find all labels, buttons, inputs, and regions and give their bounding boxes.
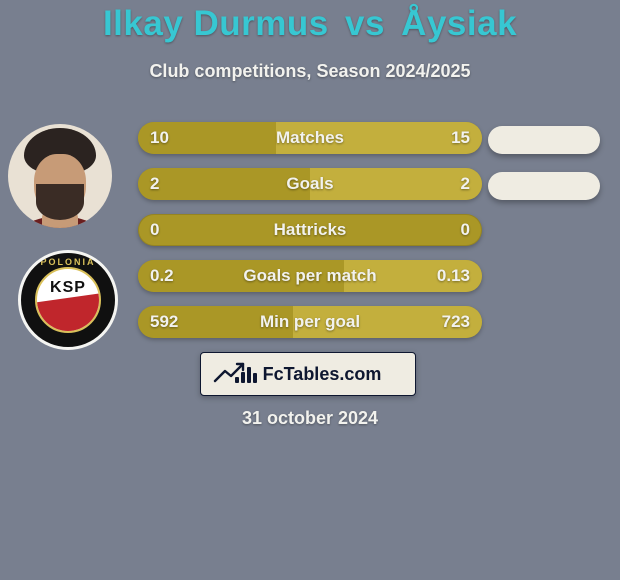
page-title: Ilkay Durmus vs Åysiak [0,4,620,44]
subtitle: Club competitions, Season 2024/2025 [0,61,620,82]
stat-row: 1015Matches [138,122,482,154]
stat-row: 22Goals [138,168,482,200]
club-ring-text: POLONIA [21,257,115,267]
brand-text: FcTables.com [263,364,382,385]
right-pill [488,126,600,154]
club-badge: POLONIA KSP [18,250,118,350]
stat-label: Hattricks [138,214,482,246]
right-pill [488,172,600,200]
stat-row: 592723Min per goal [138,306,482,338]
stat-label: Goals [138,168,482,200]
avatars-column: POLONIA KSP [8,124,118,350]
club-abbrev: KSP [37,279,99,297]
stat-row: 0.20.13Goals per match [138,260,482,292]
comparison-card: Ilkay Durmus vs Åysiak Club competitions… [0,0,620,580]
stat-label: Goals per match [138,260,482,292]
stat-label: Min per goal [138,306,482,338]
player-left-name: Ilkay Durmus [103,4,329,43]
stats-rows: 1015Matches 22Goals 00Hattricks 0.20.13Goal… [138,122,482,352]
player-avatar [8,124,112,228]
vs-word: vs [345,4,385,43]
stat-row: 00Hattricks [138,214,482,246]
footer-date: 31 october 2024 [0,408,620,429]
player-right-name: Åysiak [401,4,517,43]
bar-chart-icon [235,365,257,383]
right-pills [488,122,608,218]
brand-card[interactable]: FcTables.com [200,352,416,396]
stat-label: Matches [138,122,482,154]
